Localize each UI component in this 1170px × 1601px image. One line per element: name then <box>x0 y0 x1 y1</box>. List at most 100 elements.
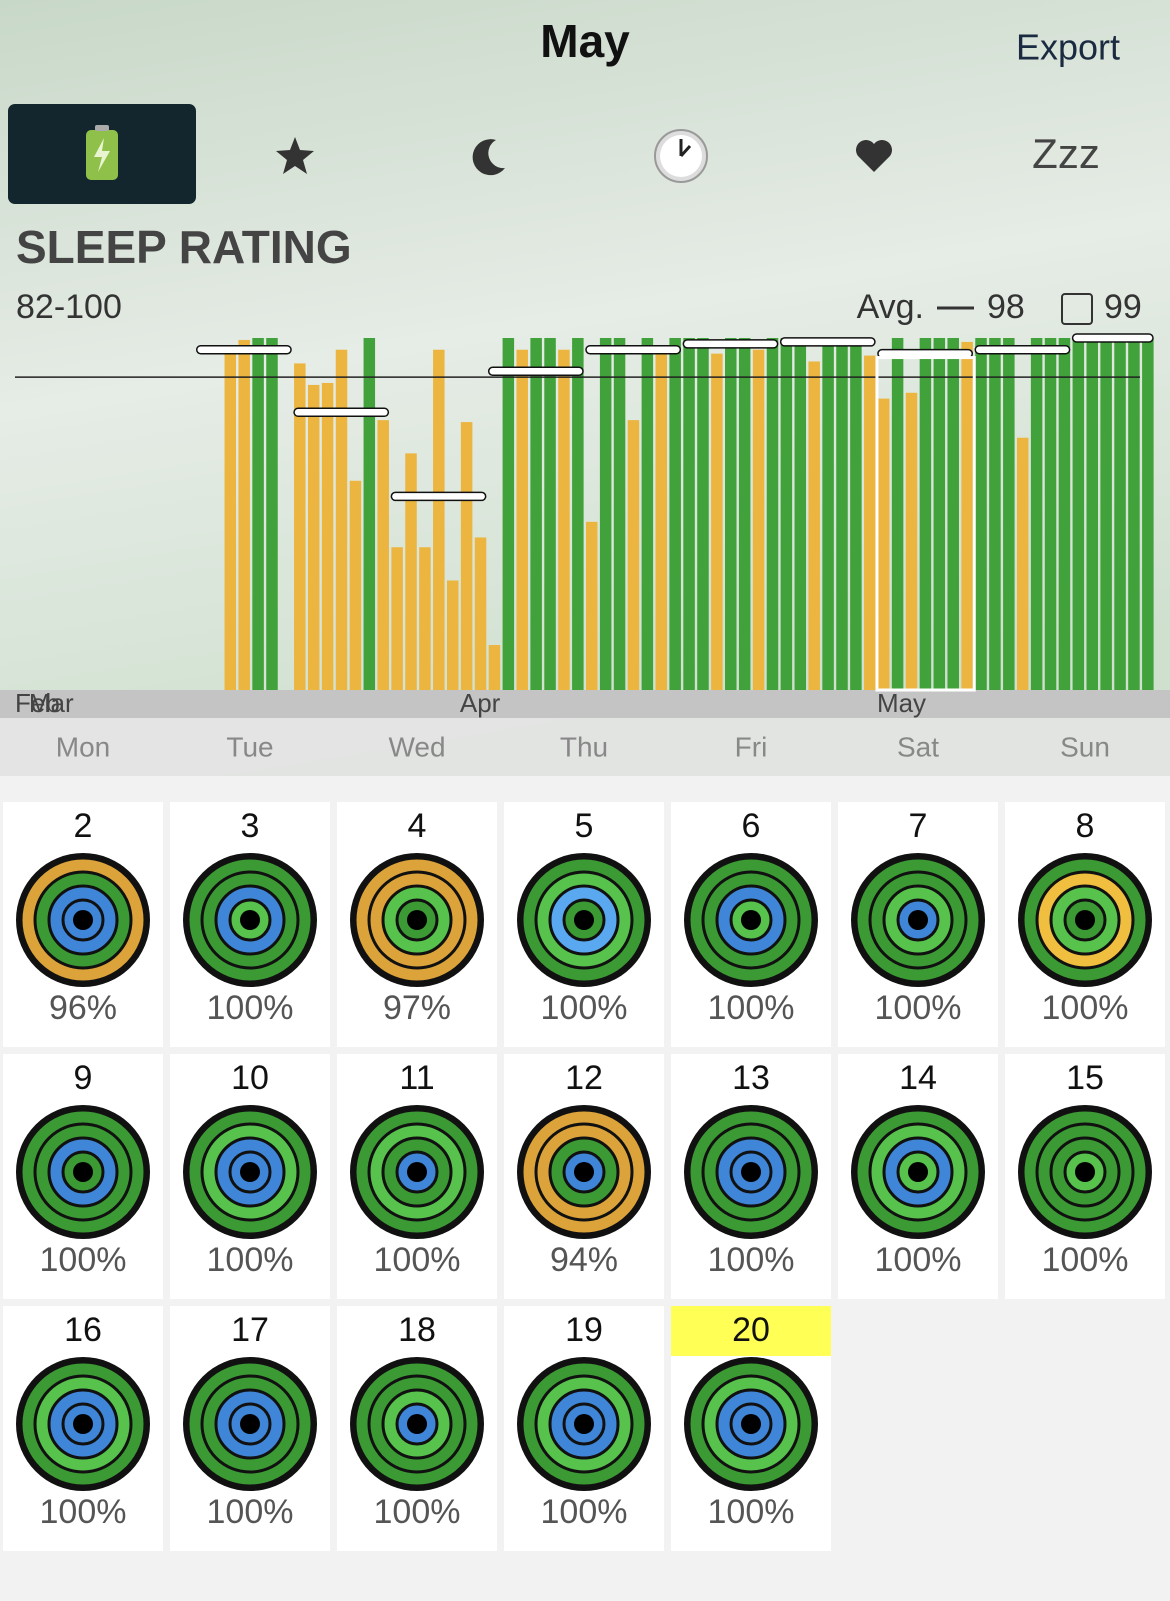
month-band <box>0 690 1170 718</box>
bar <box>947 338 959 690</box>
bar <box>1003 338 1015 690</box>
bar <box>725 338 737 690</box>
bar <box>613 338 626 690</box>
month-label: Mar <box>29 688 74 718</box>
bar <box>307 384 320 690</box>
bar <box>599 338 612 690</box>
bar <box>252 338 264 690</box>
bar <box>1086 338 1098 690</box>
battery-cap <box>95 125 109 131</box>
month-label: Apr <box>460 688 501 718</box>
day-number: 14 <box>899 1059 937 1097</box>
day-number: 17 <box>231 1311 269 1349</box>
week-average <box>487 366 584 376</box>
bar <box>891 338 904 690</box>
bar <box>1030 338 1043 690</box>
bar <box>836 338 848 690</box>
bar <box>627 420 640 690</box>
bar <box>933 338 946 690</box>
day-number: 12 <box>565 1059 603 1097</box>
bar <box>1114 338 1126 690</box>
tab-zzz[interactable]: Zzz <box>1032 130 1100 177</box>
weekday-label: Mon <box>56 731 110 762</box>
bar <box>655 349 668 690</box>
ring-center <box>240 1414 260 1434</box>
today-highlight <box>671 1306 831 1356</box>
week-average <box>293 407 390 418</box>
ring-center <box>73 1414 93 1434</box>
bar <box>808 361 820 690</box>
day-number: 6 <box>742 807 761 845</box>
bar <box>697 338 709 690</box>
bar <box>474 537 487 690</box>
day-number: 19 <box>565 1311 603 1349</box>
week-average <box>974 344 1071 355</box>
bar <box>877 398 890 690</box>
day-percent: 100% <box>541 989 628 1027</box>
bar <box>433 349 445 690</box>
weekday-label: Wed <box>388 731 445 762</box>
day-percent: 100% <box>207 989 294 1027</box>
bar <box>460 422 473 690</box>
day-number: 7 <box>909 807 928 845</box>
bar <box>683 338 695 690</box>
bar <box>530 338 542 690</box>
ring-center <box>407 1414 427 1434</box>
week-average <box>779 337 876 347</box>
week-average <box>1071 333 1154 343</box>
day-percent: 100% <box>708 1241 795 1279</box>
day-number: 20 <box>732 1311 770 1349</box>
avg-value: 98 <box>987 288 1025 326</box>
day-number: 5 <box>575 807 594 845</box>
bar <box>822 338 834 690</box>
ring-center <box>407 910 427 930</box>
month-title: May <box>540 15 630 67</box>
bar <box>1044 338 1057 690</box>
section-title: SLEEP RATING <box>16 221 352 273</box>
selected-week-box <box>875 356 976 692</box>
bar <box>1016 437 1029 690</box>
bar <box>238 339 250 690</box>
day-number: 18 <box>398 1311 436 1349</box>
month-label: May <box>877 688 926 718</box>
day-percent: 100% <box>708 989 795 1027</box>
bar <box>516 349 528 690</box>
bar <box>1142 338 1154 690</box>
day-percent: 100% <box>40 1241 127 1279</box>
bar <box>224 347 237 690</box>
clock-hand <box>679 144 692 158</box>
ring-center <box>741 1162 761 1182</box>
bar <box>405 453 417 690</box>
day-percent: 100% <box>708 1493 795 1531</box>
ring-center <box>1075 1162 1095 1182</box>
bar <box>711 353 723 690</box>
bar <box>335 349 348 690</box>
ring-center <box>908 1162 928 1182</box>
bar <box>294 363 306 690</box>
day-percent: 100% <box>207 1241 294 1279</box>
day-percent: 100% <box>374 1493 461 1531</box>
week-average <box>195 344 292 355</box>
export-button[interactable]: Export <box>1016 27 1120 68</box>
tab-heart[interactable] <box>856 140 892 172</box>
bar <box>864 355 876 690</box>
ring-center <box>908 910 928 930</box>
box-legend-icon <box>1061 293 1093 325</box>
tab-battery[interactable] <box>8 104 196 204</box>
tab-moon[interactable] <box>472 139 505 176</box>
bar <box>544 338 556 690</box>
day-number: 3 <box>241 807 260 845</box>
tab-star[interactable] <box>276 137 314 174</box>
ring-center <box>741 1414 761 1434</box>
tab-clock[interactable] <box>654 129 708 183</box>
day-number: 10 <box>231 1059 269 1097</box>
week-average <box>682 339 779 349</box>
week-average <box>585 344 682 355</box>
bar <box>391 547 403 690</box>
bar <box>488 645 501 690</box>
bar <box>586 521 598 690</box>
bar <box>905 392 918 690</box>
bar <box>1100 338 1112 690</box>
day-number: 2 <box>74 807 93 845</box>
